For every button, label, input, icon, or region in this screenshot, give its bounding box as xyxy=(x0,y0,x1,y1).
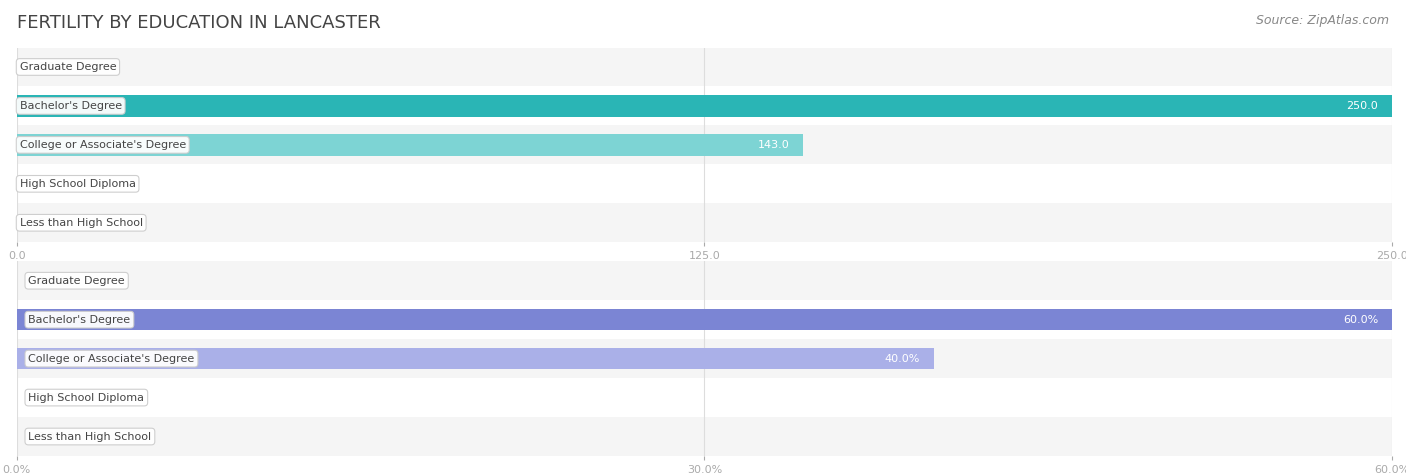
Bar xyxy=(17,417,1392,456)
Text: Graduate Degree: Graduate Degree xyxy=(28,276,125,286)
Text: Less than High School: Less than High School xyxy=(28,431,152,442)
Text: 0.0%: 0.0% xyxy=(38,431,66,442)
Text: Bachelor's Degree: Bachelor's Degree xyxy=(20,101,122,111)
Text: 60.0%: 60.0% xyxy=(1343,314,1378,325)
Text: 0.0: 0.0 xyxy=(38,218,55,228)
Text: 250.0: 250.0 xyxy=(1347,101,1378,111)
Text: High School Diploma: High School Diploma xyxy=(20,179,135,189)
Bar xyxy=(17,125,1392,164)
Bar xyxy=(17,95,1392,117)
Text: Graduate Degree: Graduate Degree xyxy=(20,62,117,72)
Text: 0.0: 0.0 xyxy=(38,179,55,189)
Text: Bachelor's Degree: Bachelor's Degree xyxy=(28,314,131,325)
Bar xyxy=(17,203,1392,242)
Bar xyxy=(17,339,1392,378)
Bar xyxy=(17,348,934,370)
Bar xyxy=(17,300,1392,339)
Bar xyxy=(17,378,1392,417)
Text: Source: ZipAtlas.com: Source: ZipAtlas.com xyxy=(1256,14,1389,27)
Text: 0.0%: 0.0% xyxy=(38,392,66,403)
Text: Less than High School: Less than High School xyxy=(20,218,143,228)
Bar xyxy=(17,309,1392,331)
Bar xyxy=(17,48,1392,86)
Bar xyxy=(17,261,1392,300)
Text: 40.0%: 40.0% xyxy=(884,353,920,364)
Text: High School Diploma: High School Diploma xyxy=(28,392,145,403)
Text: 143.0: 143.0 xyxy=(758,140,790,150)
Text: College or Associate's Degree: College or Associate's Degree xyxy=(28,353,194,364)
Text: FERTILITY BY EDUCATION IN LANCASTER: FERTILITY BY EDUCATION IN LANCASTER xyxy=(17,14,381,32)
Text: 0.0: 0.0 xyxy=(38,62,55,72)
Text: 0.0%: 0.0% xyxy=(38,276,66,286)
Text: College or Associate's Degree: College or Associate's Degree xyxy=(20,140,186,150)
Bar xyxy=(17,86,1392,125)
Bar xyxy=(17,134,803,156)
Bar xyxy=(17,164,1392,203)
